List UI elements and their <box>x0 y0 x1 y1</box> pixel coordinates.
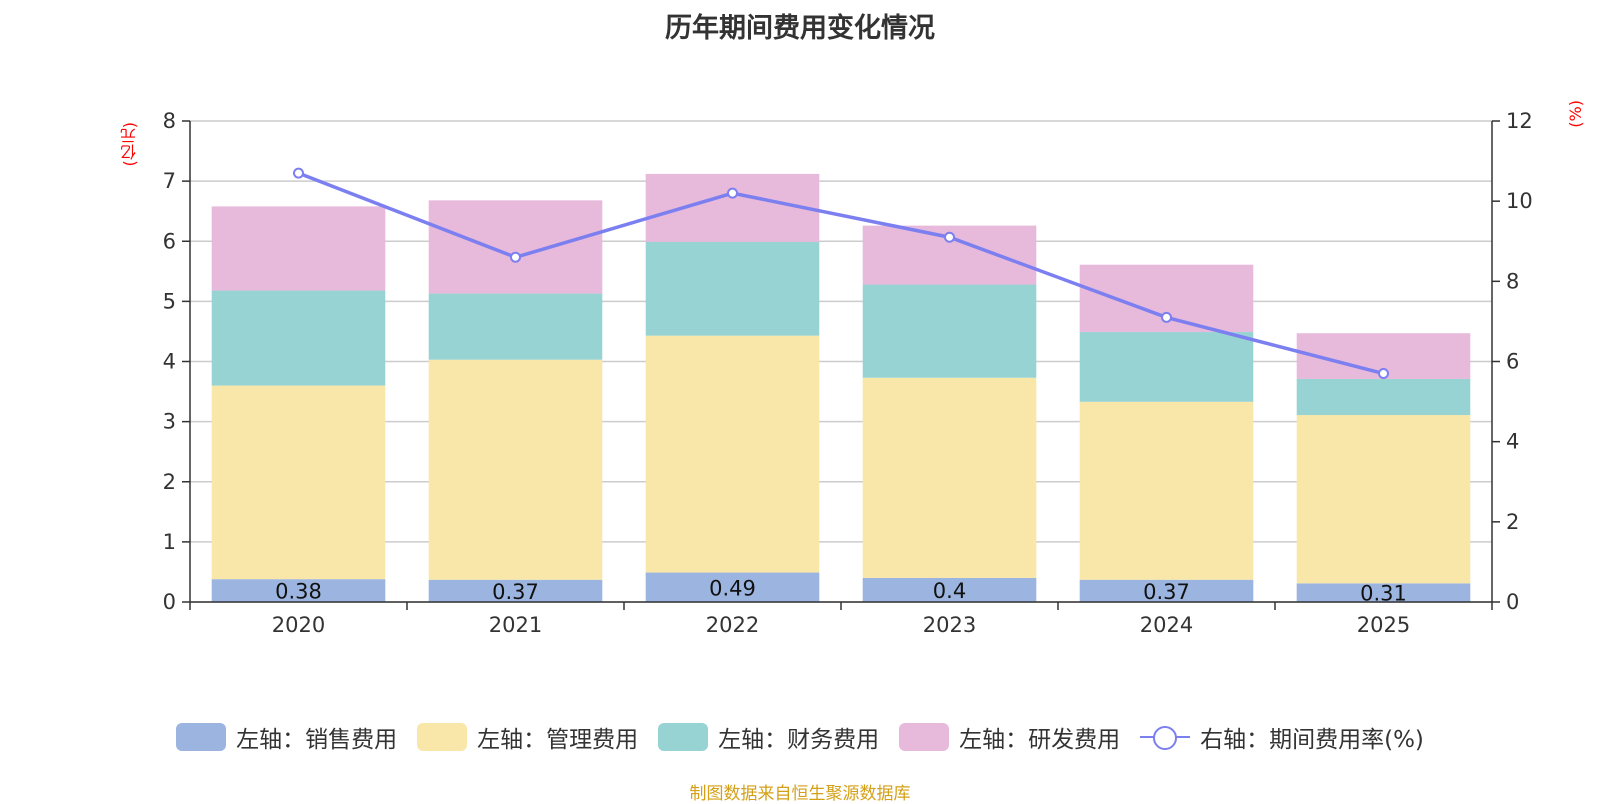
x-axis-tick-label: 2022 <box>706 613 759 637</box>
source-note: 制图数据来自恒生聚源数据库 <box>689 784 911 804</box>
bar-segment-2 <box>1296 415 1471 584</box>
left-axis-tick-label: 3 <box>163 410 176 434</box>
x-axis-tick-label: 2024 <box>1140 613 1193 637</box>
right-axis-tick-label: 8 <box>1506 269 1519 293</box>
bar-segment-2 <box>645 335 820 573</box>
legend-label-finance: 左轴：财务费用 <box>718 727 880 753</box>
expense-ratio-point <box>510 251 521 263</box>
legend-swatch-rnd <box>899 723 950 751</box>
left-axis-tick-label: 4 <box>163 350 176 374</box>
right-axis-tick-label: 2 <box>1506 510 1519 534</box>
legend-item-finance[interactable]: 左轴：财务费用 <box>658 720 879 754</box>
legend-swatch-finance <box>658 723 709 751</box>
bar-segment-3 <box>862 284 1037 378</box>
bar-segment-2 <box>1079 401 1254 580</box>
legend-line-marker-icon <box>1140 723 1191 751</box>
left-axis-tick-label: 8 <box>163 109 176 133</box>
left-axis-tick-label: 7 <box>163 169 176 193</box>
bar-segment-1 <box>1079 579 1254 602</box>
bar-segment-2 <box>211 385 386 580</box>
right-axis-tick-label: 6 <box>1506 350 1519 374</box>
expense-ratio-point <box>293 167 304 179</box>
legend-label-sales: 左轴：销售费用 <box>236 727 398 753</box>
left-axis-tick-label: 1 <box>163 530 176 554</box>
bar-segment-4 <box>211 206 386 291</box>
x-axis-tick-label: 2020 <box>272 613 325 637</box>
legend: 左轴：销售费用 左轴：管理费用 左轴：财务费用 左轴：研发费用 右轴：期间费用率… <box>0 720 1600 754</box>
bar-segment-4 <box>645 173 820 242</box>
x-axis-tick-label: 2023 <box>923 613 976 637</box>
bar-segment-3 <box>645 241 820 336</box>
right-axis-tick-label: 12 <box>1506 109 1533 133</box>
legend-swatch-admin <box>417 723 468 751</box>
chart-title: 历年期间费用变化情况 <box>665 13 935 44</box>
legend-item-rnd[interactable]: 左轴：研发费用 <box>899 720 1120 754</box>
bar-data-label: 0.4 <box>933 579 966 603</box>
legend-label-rnd: 左轴：研发费用 <box>959 727 1121 753</box>
bar-segment-2 <box>428 359 603 580</box>
bar-data-label: 0.37 <box>492 580 539 604</box>
bar-segment-3 <box>1296 378 1471 416</box>
legend-label-admin: 左轴：管理费用 <box>477 727 639 753</box>
bar-segment-1 <box>1296 583 1471 602</box>
bar-segment-1 <box>645 572 820 602</box>
bar-data-label: 0.31 <box>1360 582 1407 606</box>
bar-segment-3 <box>211 290 386 386</box>
expense-ratio-point <box>944 231 955 243</box>
legend-item-sales[interactable]: 左轴：销售费用 <box>176 720 397 754</box>
bar-segment-3 <box>428 293 603 360</box>
expense-ratio-point <box>727 187 738 199</box>
x-axis-tick-label: 2021 <box>489 613 542 637</box>
right-axis-tick-label: 10 <box>1506 189 1533 213</box>
expense-ratio-point <box>1378 368 1389 380</box>
right-axis-tick-label: 4 <box>1506 430 1519 454</box>
legend-item-admin[interactable]: 左轴：管理费用 <box>417 720 638 754</box>
right-axis-tick-label: 0 <box>1506 590 1519 614</box>
bar-segment-1 <box>862 577 1037 602</box>
left-axis-tick-label: 2 <box>163 470 176 494</box>
bar-segment-1 <box>211 579 386 602</box>
bar-segment-4 <box>428 200 603 294</box>
left-axis-tick-label: 0 <box>163 590 176 614</box>
legend-item-expense-ratio[interactable]: 右轴：期间费用率(%) <box>1140 720 1424 754</box>
expense-ratio-point <box>1161 311 1172 323</box>
bar-segment-2 <box>862 377 1037 578</box>
left-axis-tick-label: 6 <box>163 229 176 253</box>
bar-segment-3 <box>1079 332 1254 402</box>
bar-segment-1 <box>428 579 603 602</box>
bar-data-label: 0.38 <box>275 580 322 604</box>
left-axis-tick-label: 5 <box>163 289 176 313</box>
expense-ratio-line <box>297 171 1384 376</box>
legend-swatch-sales <box>176 723 227 751</box>
bar-data-label: 0.49 <box>709 576 756 600</box>
bar-data-label: 0.37 <box>1143 580 1190 604</box>
legend-label-expense-ratio: 右轴：期间费用率(%) <box>1200 727 1424 753</box>
x-axis-tick-label: 2025 <box>1357 613 1410 637</box>
